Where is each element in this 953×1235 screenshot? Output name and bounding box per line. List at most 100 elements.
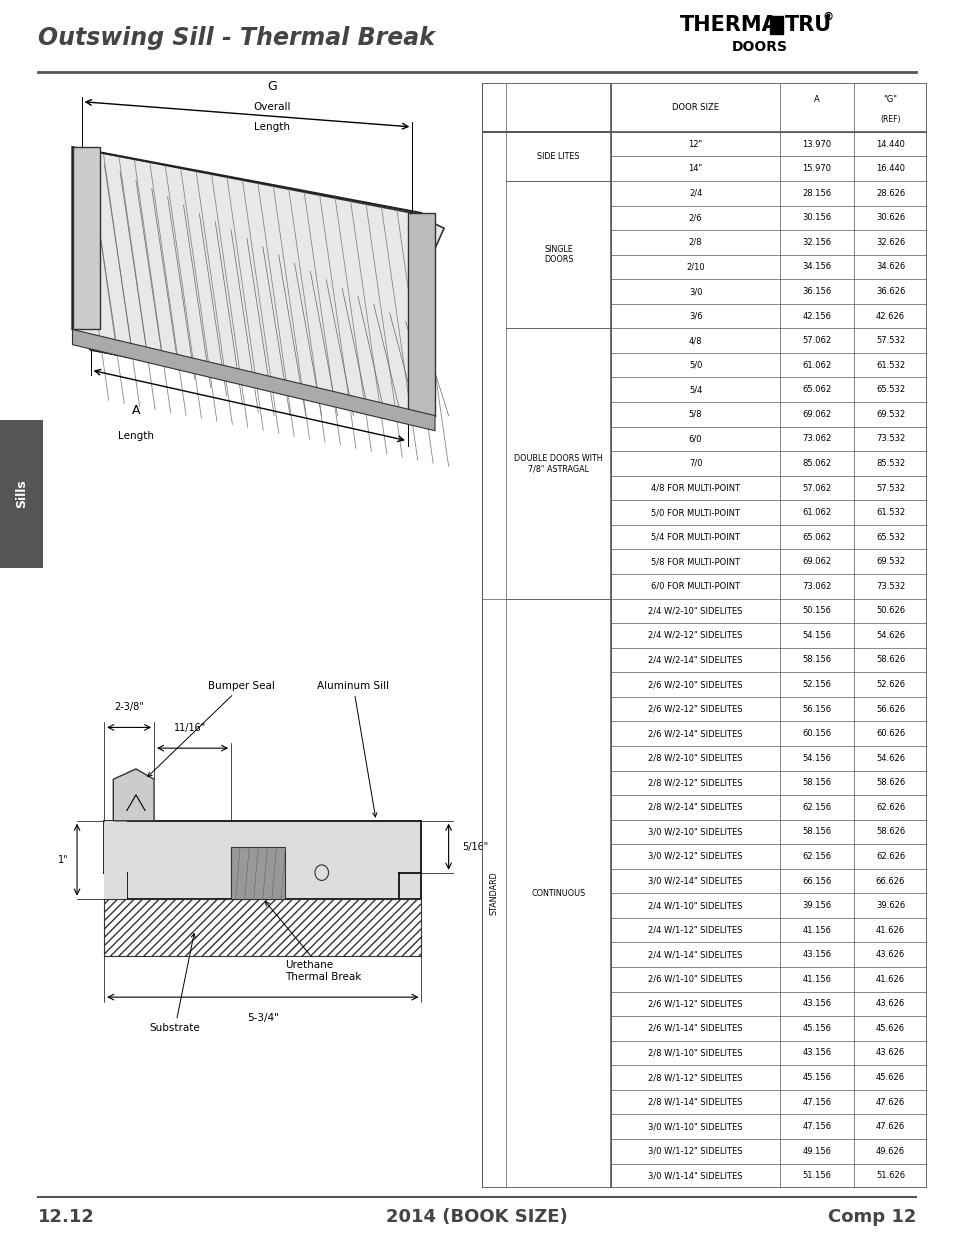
Text: 3/0 W/1-10" SIDELITES: 3/0 W/1-10" SIDELITES	[648, 1123, 742, 1131]
Text: 2/10: 2/10	[685, 263, 704, 272]
Text: 2/8 W/1-10" SIDELITES: 2/8 W/1-10" SIDELITES	[648, 1049, 742, 1057]
Text: DOUBLE DOORS WITH
7/8" ASTRAGAL: DOUBLE DOORS WITH 7/8" ASTRAGAL	[514, 453, 602, 473]
Text: 57.062: 57.062	[801, 336, 831, 345]
Text: THERMA: THERMA	[679, 15, 778, 35]
Text: 12.12: 12.12	[38, 1208, 94, 1226]
Text: 85.532: 85.532	[875, 459, 904, 468]
Text: 30.626: 30.626	[875, 214, 904, 222]
Text: 69.532: 69.532	[875, 410, 904, 419]
Polygon shape	[72, 147, 443, 415]
Text: 65.532: 65.532	[875, 385, 904, 394]
Text: 41.156: 41.156	[801, 974, 831, 984]
Text: 2/8 W/1-12" SIDELITES: 2/8 W/1-12" SIDELITES	[648, 1073, 742, 1082]
Text: 6/0: 6/0	[688, 435, 701, 443]
Text: 73.062: 73.062	[801, 582, 831, 590]
Text: 3/6: 3/6	[688, 311, 701, 321]
Text: 41.626: 41.626	[875, 974, 904, 984]
Text: 2/6 W/1-10" SIDELITES: 2/6 W/1-10" SIDELITES	[648, 974, 742, 984]
Text: 2-3/8": 2-3/8"	[114, 701, 144, 711]
Polygon shape	[104, 821, 421, 899]
Text: 66.156: 66.156	[801, 877, 831, 885]
Text: 2/4 W/2-10" SIDELITES: 2/4 W/2-10" SIDELITES	[648, 606, 742, 615]
Text: 28.626: 28.626	[875, 189, 904, 198]
Text: 58.626: 58.626	[875, 656, 904, 664]
Text: 3/0: 3/0	[688, 287, 701, 296]
Text: 7/0: 7/0	[688, 459, 701, 468]
Text: 45.156: 45.156	[801, 1073, 831, 1082]
Text: STANDARD: STANDARD	[489, 872, 498, 915]
Text: 58.626: 58.626	[875, 778, 904, 787]
Bar	[481, 83, 926, 132]
Text: 57.532: 57.532	[875, 336, 904, 345]
Text: 61.532: 61.532	[875, 361, 904, 369]
Polygon shape	[104, 899, 421, 956]
Text: 3/0 W/1-12" SIDELITES: 3/0 W/1-12" SIDELITES	[648, 1147, 742, 1156]
Text: 61.532: 61.532	[875, 508, 904, 517]
Text: 2/8 W/1-14" SIDELITES: 2/8 W/1-14" SIDELITES	[648, 1098, 742, 1107]
Text: Urethane
Thermal Break: Urethane Thermal Break	[265, 902, 361, 982]
Text: 47.156: 47.156	[801, 1098, 831, 1107]
Text: 32.156: 32.156	[801, 238, 831, 247]
Text: 47.156: 47.156	[801, 1123, 831, 1131]
Text: 2/4 W/2-12" SIDELITES: 2/4 W/2-12" SIDELITES	[648, 631, 742, 640]
Text: 43.626: 43.626	[875, 1049, 904, 1057]
Text: Length: Length	[253, 122, 290, 132]
Text: 2/4: 2/4	[688, 189, 701, 198]
Text: 47.626: 47.626	[875, 1098, 904, 1107]
Text: 2/4 W/1-10" SIDELITES: 2/4 W/1-10" SIDELITES	[648, 902, 742, 910]
Text: 2/4 W/1-14" SIDELITES: 2/4 W/1-14" SIDELITES	[648, 950, 742, 960]
Text: 52.626: 52.626	[875, 680, 904, 689]
Text: 14": 14"	[688, 164, 702, 173]
Text: "G": "G"	[882, 95, 897, 105]
Text: Bumper Seal: Bumper Seal	[148, 680, 275, 777]
Text: 69.532: 69.532	[875, 557, 904, 566]
Text: 69.062: 69.062	[801, 557, 831, 566]
Text: 65.532: 65.532	[875, 532, 904, 542]
Text: 43.626: 43.626	[875, 999, 904, 1008]
Text: 54.156: 54.156	[801, 631, 831, 640]
Text: 43.156: 43.156	[801, 999, 831, 1008]
Text: 4/8 FOR MULTI-POINT: 4/8 FOR MULTI-POINT	[650, 484, 740, 493]
Text: Comp 12: Comp 12	[827, 1208, 915, 1226]
Text: Outswing Sill - Thermal Break: Outswing Sill - Thermal Break	[38, 26, 435, 51]
Text: 73.062: 73.062	[801, 435, 831, 443]
Text: 13.970: 13.970	[801, 140, 831, 148]
Text: 5/0 FOR MULTI-POINT: 5/0 FOR MULTI-POINT	[651, 508, 740, 517]
Text: 30.156: 30.156	[801, 214, 831, 222]
Text: 62.156: 62.156	[801, 803, 831, 811]
Text: 3/0 W/2-12" SIDELITES: 3/0 W/2-12" SIDELITES	[648, 852, 742, 861]
Text: 43.156: 43.156	[801, 1049, 831, 1057]
Text: 61.062: 61.062	[801, 361, 831, 369]
Text: DOOR SIZE: DOOR SIZE	[672, 103, 719, 112]
Text: Substrate: Substrate	[150, 934, 200, 1034]
Text: 5/4: 5/4	[688, 385, 701, 394]
Text: 42.156: 42.156	[801, 311, 831, 321]
Text: 14.440: 14.440	[875, 140, 904, 148]
Text: 51.156: 51.156	[801, 1171, 831, 1181]
Text: 2/6 W/1-12" SIDELITES: 2/6 W/1-12" SIDELITES	[648, 999, 742, 1008]
Text: 5/8 FOR MULTI-POINT: 5/8 FOR MULTI-POINT	[650, 557, 740, 566]
Text: 54.156: 54.156	[801, 753, 831, 763]
Text: 73.532: 73.532	[875, 582, 904, 590]
Text: 5/8: 5/8	[688, 410, 701, 419]
Text: 5/16": 5/16"	[461, 842, 488, 852]
Text: 2/8: 2/8	[688, 238, 701, 247]
Text: 62.626: 62.626	[875, 852, 904, 861]
Text: 66.626: 66.626	[875, 877, 904, 885]
Text: 12": 12"	[688, 140, 702, 148]
Text: 49.156: 49.156	[801, 1147, 831, 1156]
Polygon shape	[72, 147, 99, 330]
Text: 65.062: 65.062	[801, 385, 831, 394]
Text: TRU: TRU	[784, 15, 831, 35]
Text: 41.156: 41.156	[801, 926, 831, 935]
Text: 2/8 W/2-14" SIDELITES: 2/8 W/2-14" SIDELITES	[648, 803, 742, 811]
Text: 42.626: 42.626	[875, 311, 904, 321]
Text: 16.440: 16.440	[875, 164, 904, 173]
Text: 56.156: 56.156	[801, 705, 831, 714]
Text: 36.626: 36.626	[875, 287, 904, 296]
Text: 2/6 W/2-12" SIDELITES: 2/6 W/2-12" SIDELITES	[648, 705, 742, 714]
Text: 57.062: 57.062	[801, 484, 831, 493]
Text: 3/0 W/2-10" SIDELITES: 3/0 W/2-10" SIDELITES	[648, 827, 742, 836]
Text: 85.062: 85.062	[801, 459, 831, 468]
Text: 41.626: 41.626	[875, 926, 904, 935]
